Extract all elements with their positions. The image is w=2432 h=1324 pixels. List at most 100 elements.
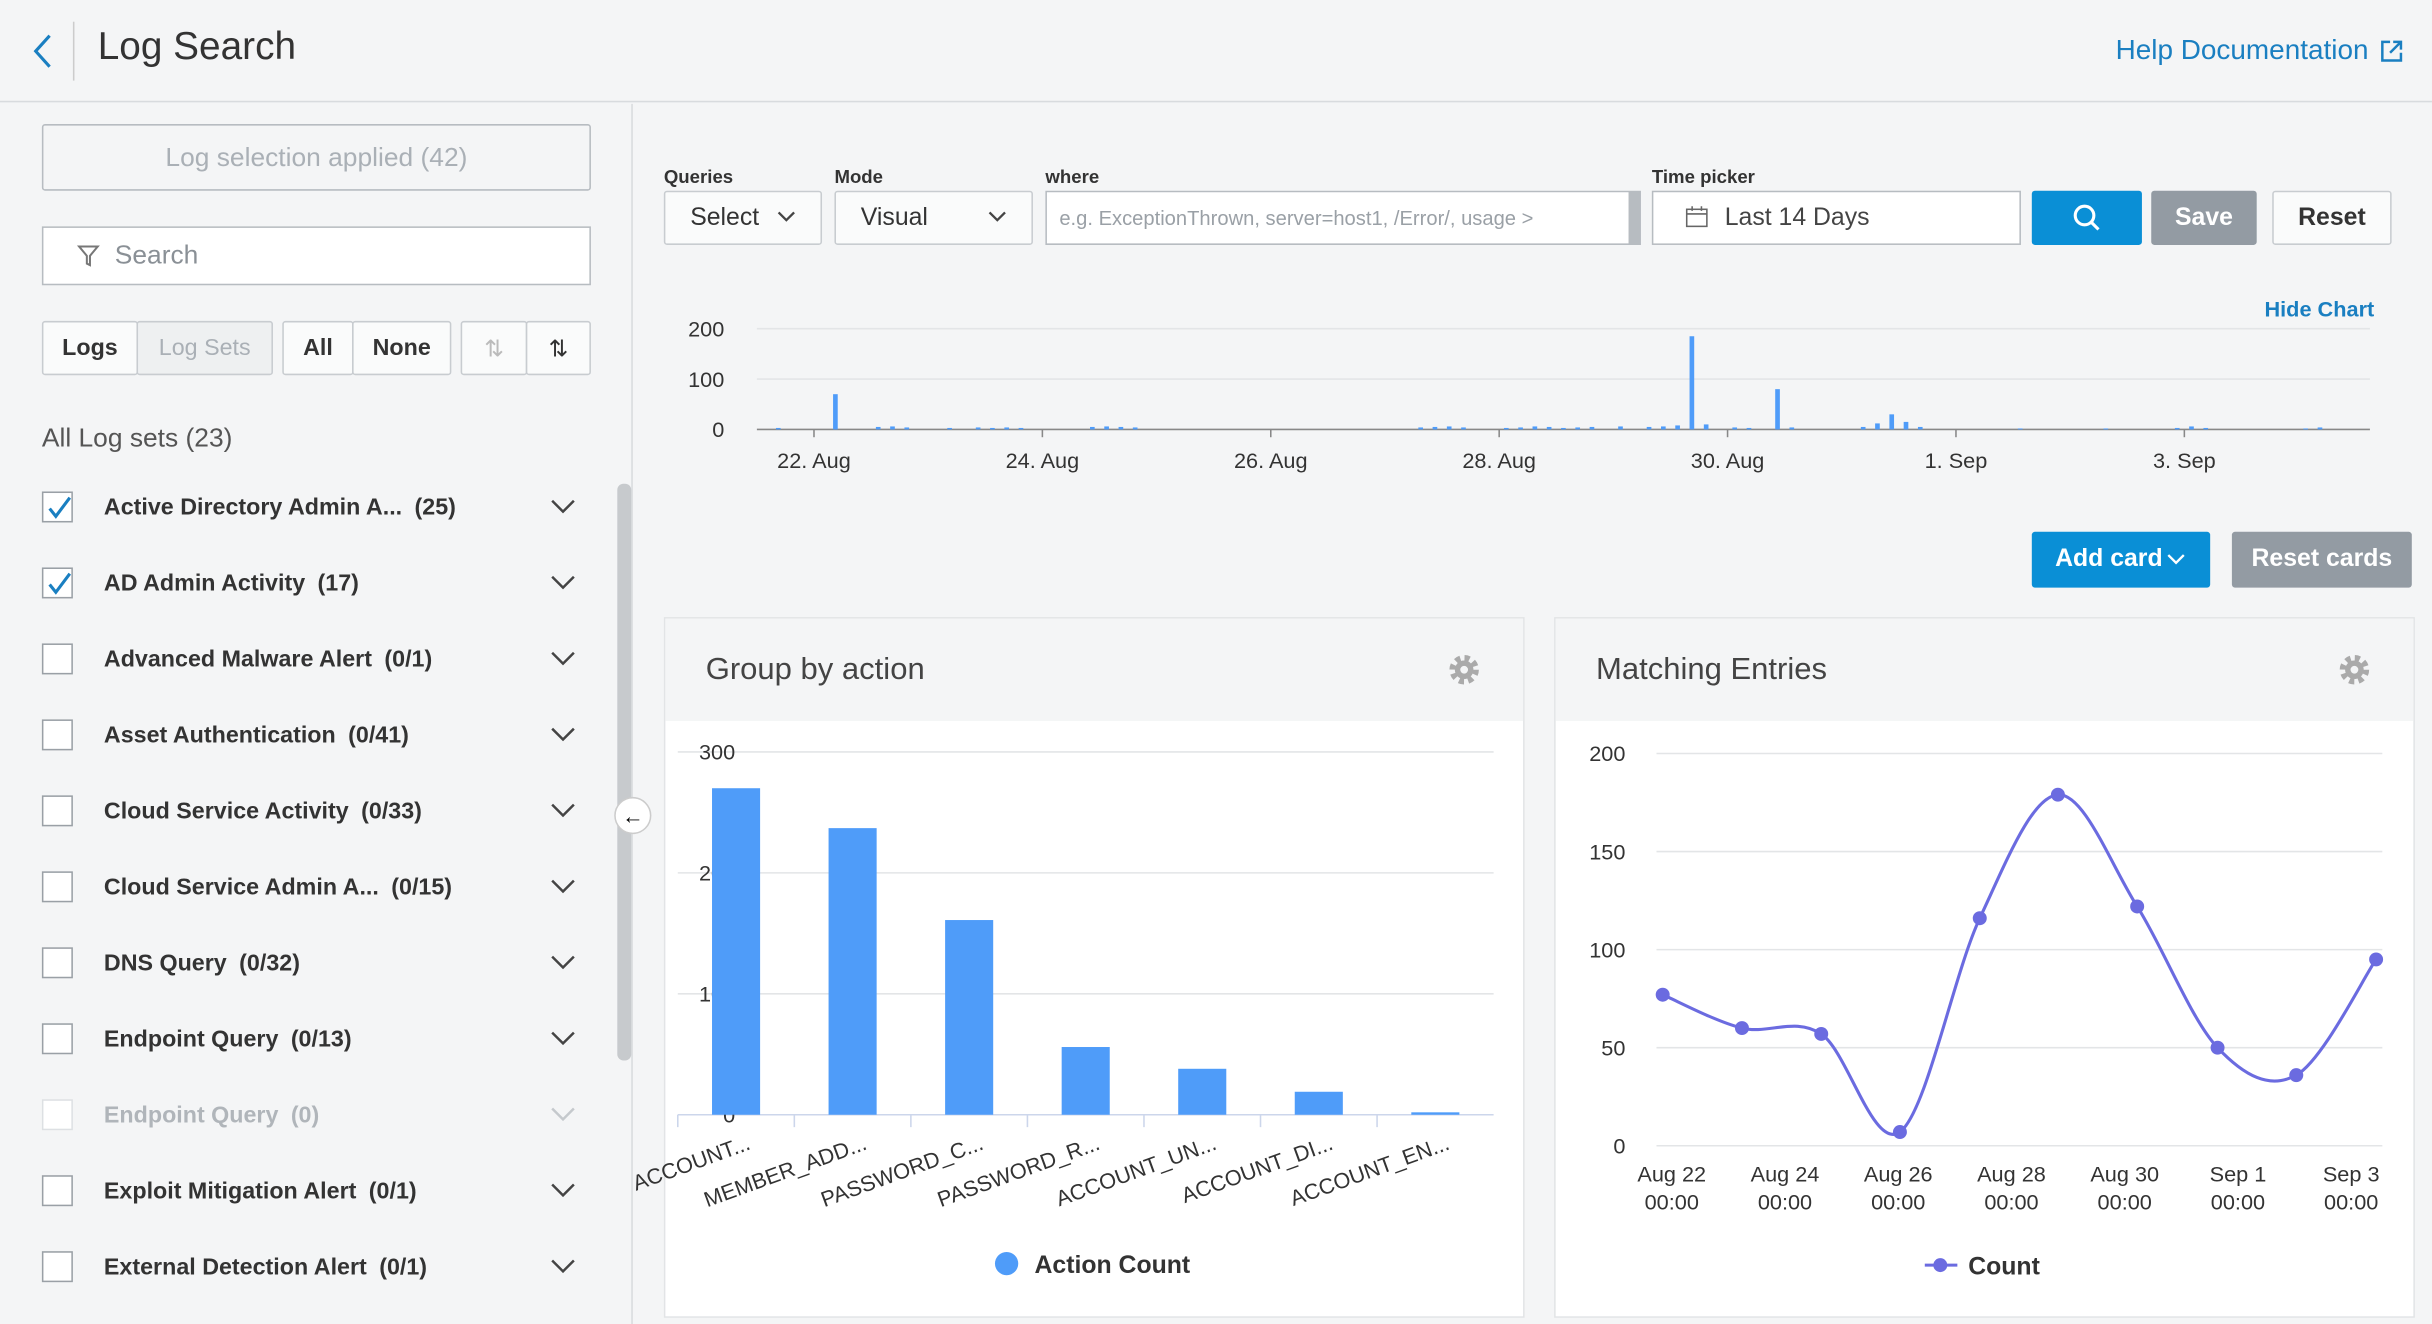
item-name: Asset Authentication [103, 721, 336, 749]
checkbox[interactable] [41, 947, 73, 979]
check [48, 496, 72, 519]
item-name: Active Directory Admin A... [103, 493, 403, 521]
expand-chevron[interactable] [549, 878, 577, 897]
bar [2189, 426, 2194, 430]
bar [975, 427, 981, 430]
item-count: (0/33) [361, 797, 422, 825]
chevron [777, 211, 795, 222]
item-name: Advanced Malware Alert [103, 645, 372, 673]
expand-chevron[interactable] [549, 1257, 577, 1276]
bar [833, 394, 838, 430]
bar [1860, 426, 1866, 430]
card-title: Group by action [665, 618, 1524, 721]
bar [2203, 427, 2209, 430]
chevron [2167, 554, 2185, 565]
tab[interactable]: Log Sets [136, 320, 273, 376]
checkbox[interactable] [41, 567, 73, 599]
bar [1132, 427, 1138, 430]
log-item[interactable]: Advanced Malware Alert (0/1) [41, 642, 585, 676]
checkbox[interactable] [41, 871, 73, 903]
log-item[interactable]: Cloud Service Activity (0/33) [41, 794, 585, 828]
search-icon [2073, 204, 2100, 231]
expand-chevron[interactable] [549, 1181, 577, 1200]
bar [775, 427, 781, 430]
gear-icon[interactable] [1446, 651, 1483, 688]
checkbox[interactable] [41, 643, 73, 675]
external-icon [2381, 40, 2403, 62]
checkbox[interactable] [41, 719, 73, 751]
bar [990, 427, 995, 430]
log-item[interactable]: Endpoint Query (0/13) [41, 1022, 585, 1056]
checkbox[interactable] [41, 1099, 73, 1131]
bar [1775, 389, 1780, 430]
sort-asc[interactable]: ⇅ [460, 320, 528, 376]
checkbox[interactable] [41, 1175, 73, 1207]
gear-icon[interactable] [2336, 651, 2373, 688]
selection-button[interactable]: Log selection applied (42) [41, 124, 591, 191]
bar [1418, 427, 1423, 430]
bar [1675, 425, 1680, 430]
select-all[interactable]: All [282, 320, 354, 376]
checkbox[interactable] [41, 1023, 73, 1055]
help-link[interactable]: Help Documentation [2115, 34, 2369, 66]
checkbox[interactable] [41, 491, 73, 523]
log-item[interactable]: Exploit Mitigation Alert (0/1) [41, 1174, 585, 1208]
item-count: (0/32) [239, 949, 300, 976]
item-name: Endpoint Query [103, 1025, 279, 1052]
save-button[interactable]: Save [2151, 190, 2257, 245]
expand-chevron[interactable] [549, 802, 577, 821]
checkbox[interactable] [41, 795, 73, 827]
bar [904, 427, 910, 430]
select-none[interactable]: None [352, 320, 452, 376]
log-item[interactable]: Asset Authentication (0/41) [41, 718, 585, 752]
log-item[interactable]: Active Directory Admin A... (25) [41, 490, 585, 524]
expand-chevron[interactable] [549, 1105, 577, 1124]
log-item[interactable]: AD Admin Activity (17) [41, 566, 585, 600]
bar [1889, 414, 1895, 430]
bar [1532, 426, 1538, 430]
sort-desc[interactable]: ⇅ [525, 320, 591, 376]
item-count: (0/1) [368, 1177, 417, 1204]
item-name: Exploit Mitigation Alert [103, 1177, 357, 1204]
y-tick-label: 100 [688, 367, 724, 392]
checkbox[interactable] [41, 1251, 73, 1283]
log-item[interactable]: DNS Query (0/32) [41, 946, 585, 980]
x-tick-label: 24. Aug [1006, 448, 1080, 473]
tab[interactable]: Logs [41, 320, 139, 376]
log-item[interactable]: Endpoint Query (0) [41, 1098, 585, 1132]
log-item[interactable]: External Detection Alert (0/1) [41, 1250, 585, 1284]
log-item[interactable]: Cloud Service Admin A... (0/15) [41, 870, 585, 904]
bar [1875, 423, 1880, 430]
page-title: Log Search [97, 24, 297, 69]
expand-chevron[interactable] [549, 953, 577, 972]
back-button[interactable] [28, 31, 59, 71]
hide-chart[interactable]: Hide Chart [2264, 296, 2375, 321]
scrollbar [617, 483, 632, 1061]
bar [1561, 427, 1566, 430]
expand-chevron[interactable] [549, 1029, 577, 1048]
bar [1732, 427, 1738, 430]
collapse-button[interactable]: ← [614, 796, 652, 835]
reset-cards[interactable]: Reset cards [2231, 531, 2412, 588]
queries-select[interactable]: Select [663, 190, 823, 245]
x-tick-label: 28. Aug [1462, 448, 1536, 473]
bar [1018, 427, 1024, 430]
search-input[interactable]: Search [41, 226, 591, 286]
bar [1104, 426, 1109, 430]
section-title: All Log sets (23) [41, 423, 233, 453]
where-input[interactable]: e.g. ExceptionThrown, server=host1, /Err… [1045, 190, 1641, 245]
search-button[interactable] [2031, 190, 2142, 245]
label: Queries [663, 165, 734, 188]
chevron [988, 211, 1006, 222]
bar [1903, 421, 1909, 430]
divider [72, 21, 75, 81]
filter-icon [76, 245, 100, 267]
expand-chevron[interactable] [549, 498, 577, 517]
expand-chevron[interactable] [549, 574, 577, 593]
expand-chevron[interactable] [549, 726, 577, 745]
reset-button[interactable]: Reset [2272, 190, 2392, 245]
bar [1503, 427, 1509, 430]
expand-chevron[interactable] [549, 650, 577, 669]
time-picker[interactable]: Last 14 Days [1651, 190, 2021, 245]
